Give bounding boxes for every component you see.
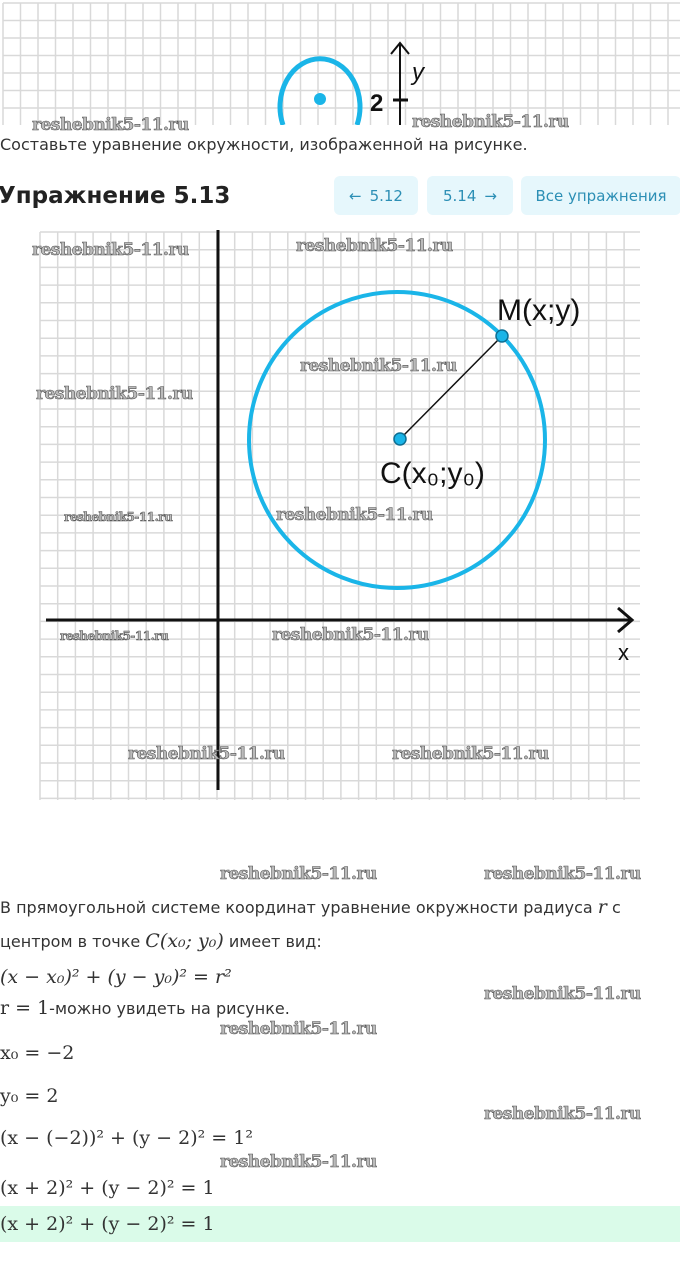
intro-text: В прямоугольной системе координат уравне…: [0, 898, 593, 917]
watermark: reshebnik5-11.ru: [64, 510, 173, 525]
task-text: Составьте уравнение окружности, изображе…: [0, 135, 528, 154]
watermark: reshebnik5-11.ru: [296, 236, 454, 256]
page-title: Упражнение 5.13: [0, 183, 231, 209]
watermark: reshebnik5-11.ru: [484, 1104, 642, 1124]
all-exercises-button[interactable]: Все упражнения: [521, 176, 680, 215]
radius-value: r = 1: [0, 997, 50, 1019]
intro-text-end: с: [611, 898, 621, 917]
radius-line: r = 1-можно увидеть на рисунке.: [0, 997, 290, 1020]
watermark: reshebnik5-11.ru: [60, 629, 169, 644]
center-point-math: C(x₀; y₀): [145, 930, 224, 952]
solution-intro-line-1: В прямоугольной системе координат уравне…: [0, 896, 621, 919]
watermark: reshebnik5-11.ru: [484, 864, 642, 884]
x-axis-arrow-icon: [617, 606, 635, 634]
next-exercise-label: 5.14: [443, 186, 477, 205]
arrow-left-icon: ←: [349, 186, 362, 205]
arrow-right-icon: →: [484, 186, 497, 205]
general-equation: (x − x₀)² + (y − y₀)² = r²: [0, 966, 232, 988]
watermark: reshebnik5-11.ru: [220, 864, 378, 884]
watermark: reshebnik5-11.ru: [272, 625, 430, 645]
watermark: reshebnik5-11.ru: [36, 384, 194, 404]
watermark: reshebnik5-11.ru: [32, 115, 190, 135]
watermark: reshebnik5-11.ru: [412, 112, 570, 132]
watermark: reshebnik5-11.ru: [32, 240, 190, 260]
watermark: reshebnik5-11.ru: [276, 505, 434, 525]
watermark: reshebnik5-11.ru: [484, 984, 642, 1004]
intro-text-end: имеет вид:: [228, 932, 322, 951]
circle: [247, 290, 547, 590]
x-axis-label: x: [618, 640, 629, 665]
radius-variable: r: [597, 896, 607, 918]
circle-figure: M(x;y) C(x₀;y₀) x: [39, 230, 640, 800]
watermark: reshebnik5-11.ru: [300, 356, 458, 376]
y-axis-label: y: [410, 59, 426, 86]
solution-intro-line-2: центром в точке C(x₀; y₀) имеет вид:: [0, 930, 322, 953]
radius: [399, 335, 503, 440]
prev-exercise-label: 5.12: [369, 186, 403, 205]
y-axis-arrow-icon: [390, 41, 410, 55]
circle-arc: [277, 56, 363, 125]
watermark: reshebnik5-11.ru: [220, 1019, 378, 1039]
next-exercise-button[interactable]: 5.14 →: [427, 176, 513, 215]
center-point: [314, 93, 326, 105]
point-c: [393, 432, 407, 446]
answer-box: (x + 2)² + (y − 2)² = 1: [0, 1206, 680, 1242]
tick-label: 2: [370, 90, 383, 117]
all-exercises-label: Все упражнения: [535, 186, 667, 205]
point-m-label: M(x;y): [497, 294, 580, 327]
prev-exercise-button[interactable]: ← 5.12: [334, 176, 418, 215]
previous-figure: y 2: [2, 2, 680, 125]
simplified-equation: (x + 2)² + (y − 2)² = 1: [0, 1177, 215, 1199]
intro-text: центром в точке: [0, 932, 141, 951]
point-c-label: C(x₀;y₀): [380, 457, 485, 490]
point-m: [495, 329, 509, 343]
y0-value: y₀ = 2: [0, 1085, 59, 1107]
radius-text: -можно увидеть на рисунке.: [49, 999, 290, 1018]
watermark: reshebnik5-11.ru: [128, 744, 286, 764]
watermark: reshebnik5-11.ru: [392, 744, 550, 764]
substituted-equation: (x − (−2))² + (y − 2)² = 1²: [0, 1127, 253, 1149]
answer-equation: (x + 2)² + (y − 2)² = 1: [0, 1213, 215, 1235]
x0-value: x₀ = −2: [0, 1042, 75, 1064]
watermark: reshebnik5-11.ru: [220, 1152, 378, 1172]
